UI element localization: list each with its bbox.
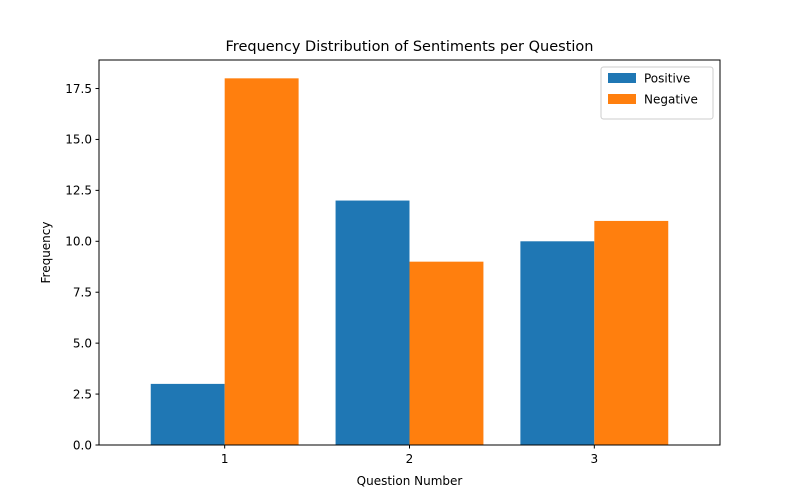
bar-positive-q1: [150, 383, 225, 445]
bar-positive-q3: [520, 241, 595, 445]
legend-label-positive: Positive: [644, 72, 690, 86]
legend: Positive Negative: [600, 66, 714, 120]
plot-frame: [98, 59, 721, 446]
y-axis: 0.0 2.5 5.0 7.5 10.0 12.5 15.0 17.5: [65, 82, 99, 452]
y-tick-label: 15.0: [65, 133, 92, 147]
legend-label-negative: Negative: [644, 93, 698, 107]
y-tick-label: 0.0: [73, 438, 92, 452]
y-tick-label: 17.5: [65, 82, 92, 96]
x-tick-label: 2: [406, 452, 414, 466]
y-tick-label: 2.5: [73, 387, 92, 401]
x-axis: 1 2 3: [221, 445, 598, 466]
y-tick-label: 12.5: [65, 184, 92, 198]
legend-swatch-positive: [608, 73, 636, 83]
x-tick-label: 3: [591, 452, 599, 466]
bar-positive-q2: [335, 200, 410, 445]
legend-swatch-negative: [608, 94, 636, 104]
x-tick-label: 1: [221, 452, 229, 466]
bar-negative-q2: [409, 261, 484, 445]
y-tick-label: 10.0: [65, 235, 92, 249]
bar-negative-q3: [594, 220, 669, 445]
y-tick-label: 7.5: [73, 286, 92, 300]
bars-group: [150, 78, 669, 445]
y-axis-label: Frequency: [39, 222, 53, 284]
chart-title: Frequency Distribution of Sentiments per…: [226, 39, 594, 55]
x-axis-label: Question Number: [357, 474, 463, 488]
y-tick-label: 5.0: [73, 336, 92, 350]
bar-negative-q1: [224, 78, 299, 445]
